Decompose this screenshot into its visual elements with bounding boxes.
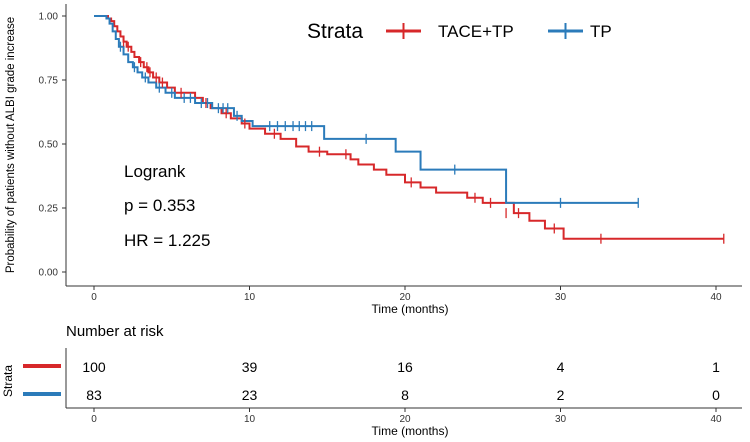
x-tick-label: 30 [555,292,567,303]
y-axis-label: Probability of patients without ALBI gra… [5,17,17,273]
risk-count-tp: 0 [712,387,720,403]
y-tick-label: 0.00 [39,268,59,279]
risk-count-tace-tp: 100 [82,359,106,375]
risk-x-tick-label: 40 [710,414,722,425]
risk-count-tace-tp: 16 [397,359,413,375]
survival-curves [94,15,724,240]
y-tick-label: 0.75 [39,76,59,87]
curve-tace-tp [94,15,724,240]
x-axis-label: Time (months) [372,302,449,316]
x-tick-label: 20 [399,292,411,303]
main-plot: 0.00 0.25 0.50 0.75 1.00 0 10 20 30 40 Time (mon… [5,4,742,316]
hr-label: HR = 1.225 [124,231,210,250]
risk-count-tp: 8 [401,387,409,403]
logrank-label: Logrank [124,162,186,181]
y-ticks: 0.00 0.25 0.50 0.75 1.00 [39,12,66,279]
legend-label-tp: TP [590,22,612,41]
risk-count-tace-tp: 4 [557,359,565,375]
risk-x-tick-label: 20 [399,414,411,425]
risk-count-tace-tp: 39 [242,359,258,375]
risk-table-strata-label: Strata [1,365,15,397]
y-tick-label: 0.50 [39,140,59,151]
risk-x-tick-label: 30 [555,414,567,425]
risk-count-tace-tp: 1 [712,359,720,375]
risk-table-x-label: Time (months) [372,424,449,438]
x-tick-label: 40 [710,292,722,303]
risk-table-x-ticks: 0 10 20 30 40 [91,408,722,425]
legend: Strata TACE+TP TP [307,20,612,43]
risk-count-tp: 83 [86,387,102,403]
x-tick-label: 0 [91,292,97,303]
risk-x-tick-label: 0 [91,414,97,425]
censor-marks [119,36,725,244]
p-value-label: p = 0.353 [124,196,195,215]
curve-tp [94,15,639,204]
legend-title: Strata [307,20,363,43]
risk-x-tick-label: 10 [244,414,256,425]
risk-table-cells: 100 39 16 4 1 83 23 8 2 0 [82,359,720,403]
risk-count-tp: 23 [242,387,258,403]
risk-table-title: Number at risk [66,323,164,340]
risk-count-tp: 2 [557,387,565,403]
legend-label-tace-tp: TACE+TP [438,22,514,41]
risk-table: Number at risk Strata 100 39 16 4 183 23 8 2 0 0… [1,323,742,438]
y-tick-label: 0.25 [39,204,59,215]
y-tick-label: 1.00 [39,12,59,23]
x-tick-label: 10 [244,292,256,303]
x-ticks: 0 10 20 30 40 [91,286,722,303]
